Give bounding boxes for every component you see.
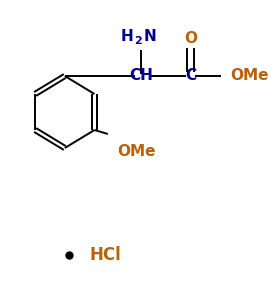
Text: C: C (185, 68, 196, 83)
Text: O: O (184, 31, 197, 46)
Text: 2: 2 (134, 36, 142, 46)
Text: OMe: OMe (231, 68, 269, 83)
Text: N: N (144, 29, 157, 44)
Text: H: H (121, 29, 133, 44)
Text: CH: CH (129, 68, 153, 83)
Text: OMe: OMe (117, 144, 156, 159)
Text: HCl: HCl (90, 246, 121, 264)
